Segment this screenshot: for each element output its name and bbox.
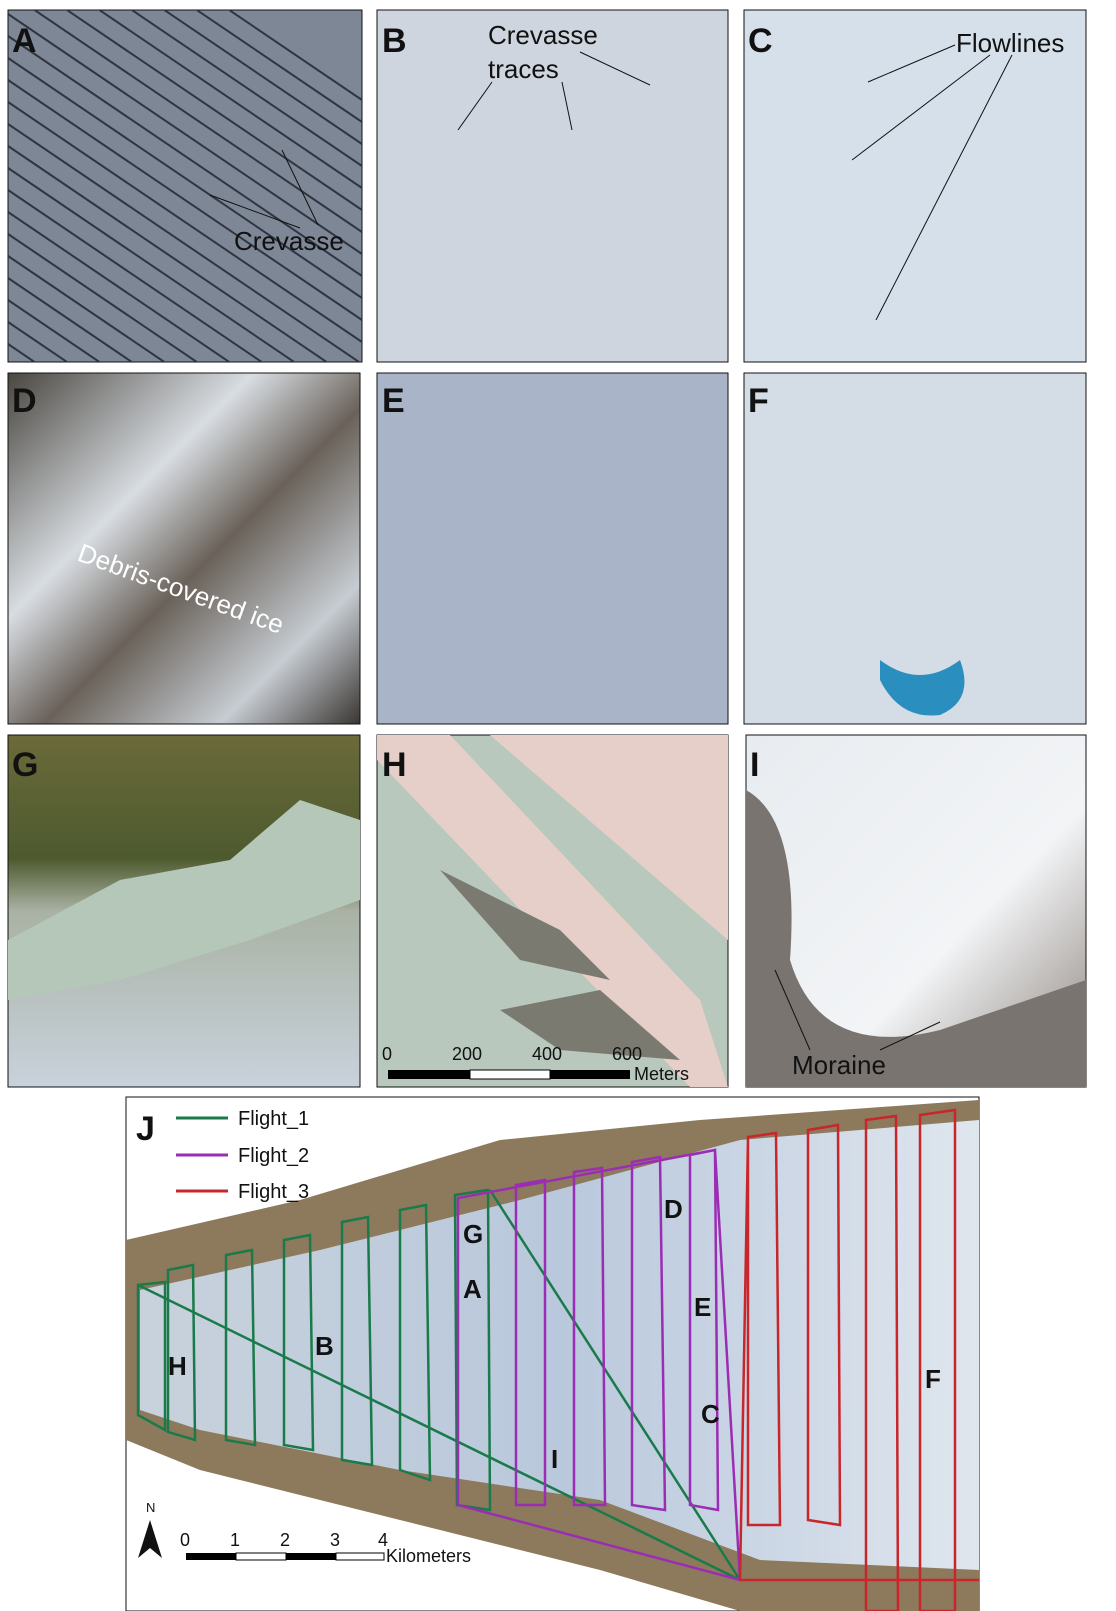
legend-label: Flight_1 <box>238 1108 309 1130</box>
annotation: Flowlines <box>956 28 1064 58</box>
map-label: C <box>701 1399 720 1429</box>
panel-letter: D <box>12 382 37 420</box>
scale-unit: Kilometers <box>386 1546 471 1566</box>
panel-letter: G <box>12 746 38 784</box>
panel-image <box>744 373 1086 724</box>
panel-letter: J <box>136 1110 155 1148</box>
annotation: Crevasse <box>234 226 344 256</box>
scale-bar <box>388 1070 470 1079</box>
map-label: I <box>551 1444 558 1474</box>
scale-label: 1 <box>230 1530 240 1550</box>
panel-image <box>8 373 360 724</box>
map-label: A <box>463 1274 482 1304</box>
panel-letter: I <box>750 746 759 784</box>
scale-bar <box>470 1070 550 1079</box>
map-label: F <box>925 1364 941 1394</box>
scale-label: 3 <box>330 1530 340 1550</box>
panel-letter: H <box>382 746 407 784</box>
scale-bar <box>186 1553 236 1560</box>
annotation: Moraine <box>792 1050 886 1080</box>
scale-label: 0 <box>180 1530 190 1550</box>
map-label: E <box>694 1292 711 1322</box>
panel-letter: B <box>382 22 407 60</box>
scale-unit: Meters <box>634 1064 689 1084</box>
map-label: B <box>315 1331 334 1361</box>
map-label: H <box>168 1351 187 1381</box>
page: {"panels":[ {"letter":"A","annotations":… <box>0 0 1116 1611</box>
scale-bar <box>236 1553 286 1560</box>
legend-label: Flight_2 <box>238 1145 309 1167</box>
panel-image <box>744 10 1086 362</box>
scale-bar <box>336 1553 384 1560</box>
scale-bar <box>286 1553 336 1560</box>
scale-label: 2 <box>280 1530 290 1550</box>
panel-image <box>377 373 728 724</box>
annotation: traces <box>488 54 559 84</box>
scale-bar <box>550 1070 630 1079</box>
legend-label: Flight_3 <box>238 1181 309 1203</box>
panel-letter: A <box>12 22 37 60</box>
panel-letter: F <box>748 382 769 420</box>
scale-label: 200 <box>452 1044 482 1064</box>
scale-label: 600 <box>612 1044 642 1064</box>
figure: A Crevasse B Crevasse traces C Flowlines… <box>0 0 1116 1611</box>
panel-letter: E <box>382 382 405 420</box>
north-label: N <box>146 1500 155 1515</box>
scale-label: 400 <box>532 1044 562 1064</box>
map-label: G <box>463 1219 483 1249</box>
annotation: Crevasse <box>488 20 598 50</box>
map-label: D <box>664 1194 683 1224</box>
scale-label: 0 <box>382 1044 392 1064</box>
panel-letter: C <box>748 22 773 60</box>
